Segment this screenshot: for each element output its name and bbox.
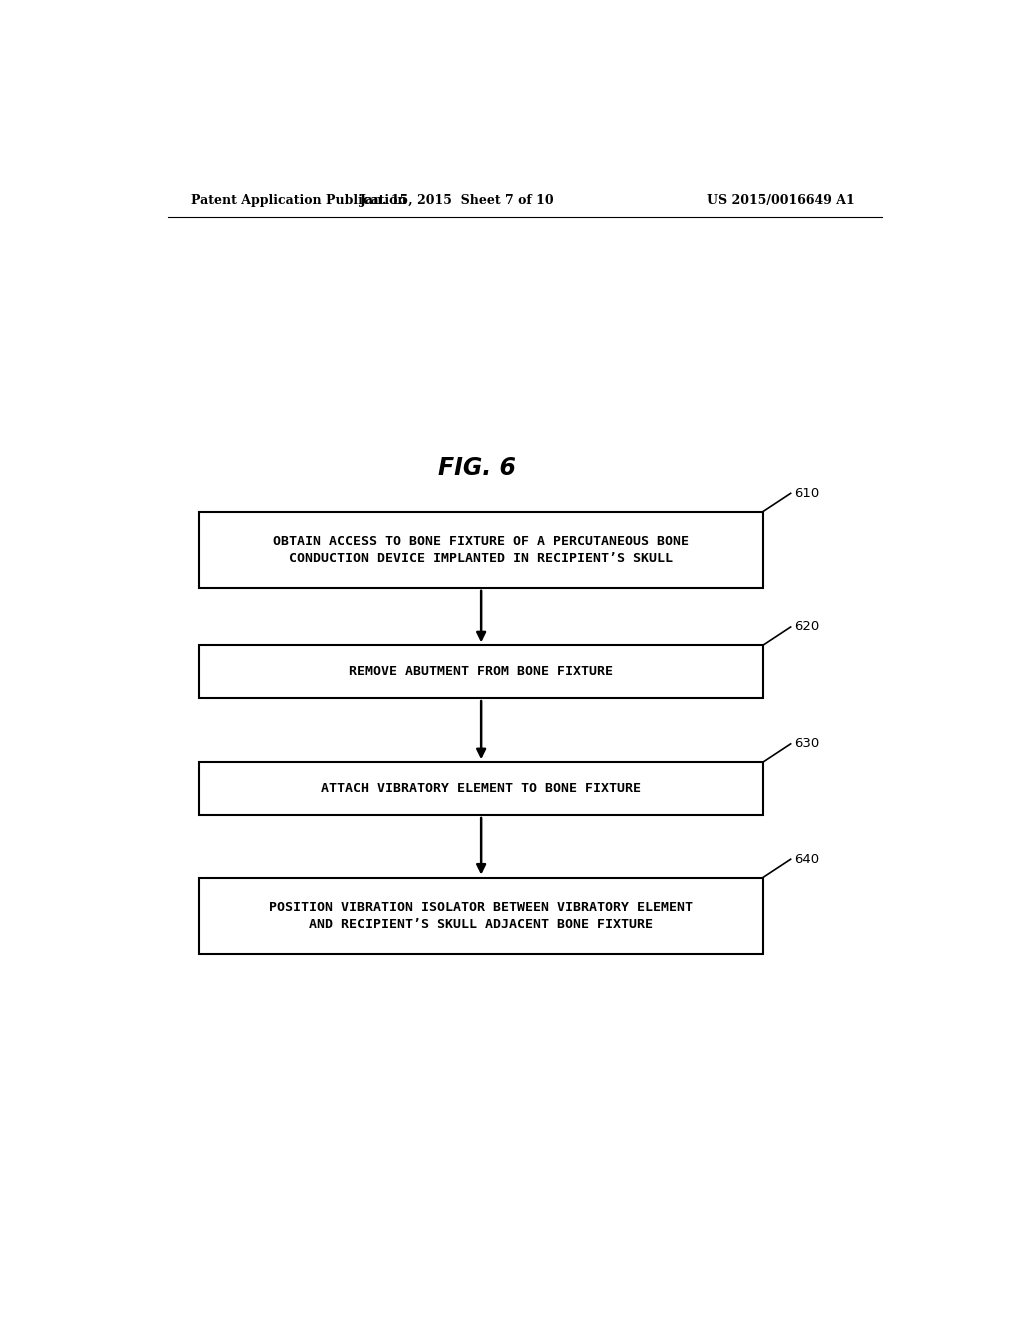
Text: REMOVE ABUTMENT FROM BONE FIXTURE: REMOVE ABUTMENT FROM BONE FIXTURE bbox=[349, 665, 613, 678]
Bar bbox=[200, 512, 763, 587]
Text: Patent Application Publication: Patent Application Publication bbox=[191, 194, 407, 206]
Text: US 2015/0016649 A1: US 2015/0016649 A1 bbox=[708, 194, 855, 206]
Text: ATTACH VIBRATORY ELEMENT TO BONE FIXTURE: ATTACH VIBRATORY ELEMENT TO BONE FIXTURE bbox=[322, 781, 641, 795]
Bar bbox=[200, 645, 763, 698]
Bar bbox=[200, 762, 763, 814]
Bar bbox=[200, 878, 763, 954]
Text: Jan. 15, 2015  Sheet 7 of 10: Jan. 15, 2015 Sheet 7 of 10 bbox=[360, 194, 555, 206]
Text: 630: 630 bbox=[795, 738, 820, 750]
Text: 620: 620 bbox=[795, 620, 820, 634]
Text: OBTAIN ACCESS TO BONE FIXTURE OF A PERCUTANEOUS BONE
CONDUCTION DEVICE IMPLANTED: OBTAIN ACCESS TO BONE FIXTURE OF A PERCU… bbox=[273, 535, 689, 565]
Text: 640: 640 bbox=[795, 853, 820, 866]
Text: POSITION VIBRATION ISOLATOR BETWEEN VIBRATORY ELEMENT
AND RECIPIENT’S SKULL ADJA: POSITION VIBRATION ISOLATOR BETWEEN VIBR… bbox=[269, 900, 693, 931]
Text: FIG. 6: FIG. 6 bbox=[438, 457, 516, 480]
Text: 610: 610 bbox=[795, 487, 820, 500]
